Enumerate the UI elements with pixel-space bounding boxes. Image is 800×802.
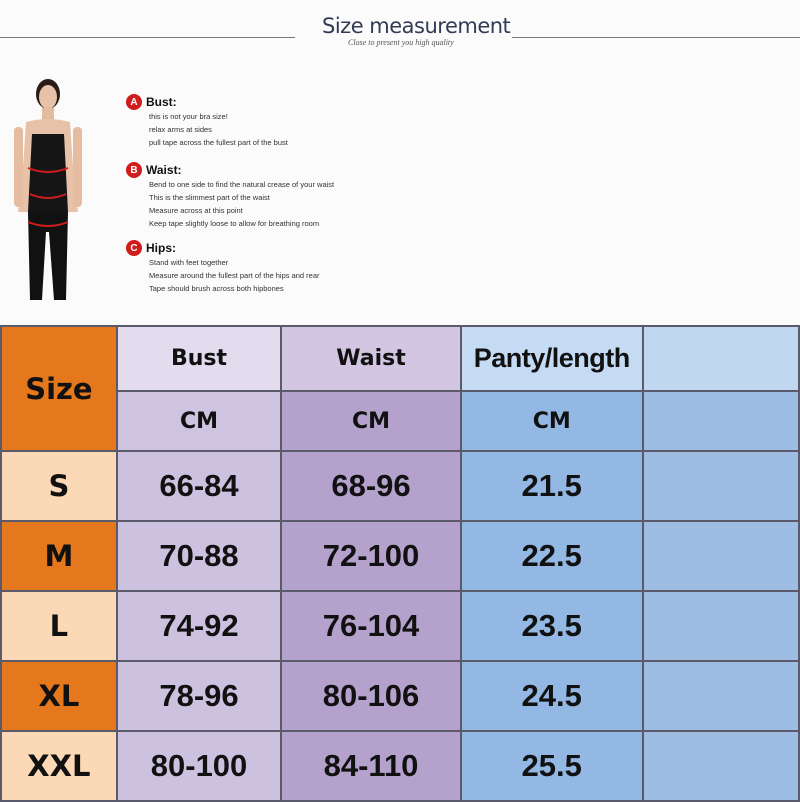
guide-line: This is the slimmest part of the waist [149, 193, 270, 202]
guide-line: Tape should brush across both hipbones [149, 284, 284, 293]
guide-line: Measure around the fullest part of the h… [149, 271, 320, 280]
guide-line: Bend to one side to find the natural cre… [149, 180, 335, 189]
cell-length: 21.5 [459, 450, 644, 522]
table-row: S 66-84 68-96 21.5 [0, 450, 800, 522]
unit-bust: CM [115, 390, 283, 452]
guide-line: Keep tape slightly loose to allow for br… [149, 219, 320, 228]
cell-waist: 80-106 [280, 660, 462, 732]
table-row: L 74-92 76-104 23.5 [0, 590, 800, 662]
divider [512, 37, 800, 38]
guide-title: Hips: [146, 241, 176, 255]
cell-size: S [0, 450, 118, 522]
guide-line: Stand with feet together [149, 258, 229, 267]
empty-cell [641, 660, 800, 732]
table-row: XXL 80-100 84-110 25.5 [0, 730, 800, 802]
cell-bust: 80-100 [115, 730, 283, 802]
guide-waist: B Waist: Bend to one side to find the nat… [126, 162, 334, 230]
cell-bust: 66-84 [115, 450, 283, 522]
guide-hips: C Hips: Stand with feet together Measure … [126, 240, 320, 295]
header-size: Size [0, 325, 118, 452]
cell-length: 22.5 [459, 520, 644, 592]
cell-bust: 74-92 [115, 590, 283, 662]
cell-waist: 84-110 [280, 730, 462, 802]
cell-size: XL [0, 660, 118, 732]
table-row: M 70-88 72-100 22.5 [0, 520, 800, 592]
guide-title: Waist: [146, 163, 182, 177]
empty-cell [641, 520, 800, 592]
cell-waist: 68-96 [280, 450, 462, 522]
badge-c: C [126, 240, 142, 256]
page-title: Size measurement [322, 14, 511, 38]
guide-line: this is not your bra size! [149, 112, 228, 121]
empty-cell [641, 450, 800, 522]
header-waist: Waist [280, 325, 462, 392]
cell-size: XXL [0, 730, 118, 802]
cell-size: M [0, 520, 118, 592]
unit-waist: CM [280, 390, 462, 452]
unit-length: CM [459, 390, 644, 452]
divider [0, 37, 295, 38]
empty-cell [641, 730, 800, 802]
measurement-guide: Size measurement Close to present you hi… [0, 0, 800, 325]
guide-line: Measure across at this point [149, 206, 243, 215]
page-subtitle: Close to present you high quality [348, 38, 454, 47]
cell-length: 25.5 [459, 730, 644, 802]
table-row: XL 78-96 80-106 24.5 [0, 660, 800, 732]
guide-title: Bust: [146, 95, 177, 109]
cell-waist: 72-100 [280, 520, 462, 592]
guide-bust: A Bust: this is not your bra size! relax … [126, 94, 288, 149]
model-figure-image [14, 79, 82, 300]
cell-length: 24.5 [459, 660, 644, 732]
badge-b: B [126, 162, 142, 178]
cell-bust: 78-96 [115, 660, 283, 732]
cell-length: 23.5 [459, 590, 644, 662]
guide-line: pull tape across the fullest part of the… [149, 138, 288, 147]
header-empty [641, 325, 800, 392]
header-bust: Bust [115, 325, 283, 392]
empty-cell [641, 390, 800, 452]
empty-cell [641, 590, 800, 662]
badge-a: A [126, 94, 142, 110]
cell-size: L [0, 590, 118, 662]
cell-waist: 76-104 [280, 590, 462, 662]
guide-line: relax arms at sides [149, 125, 212, 134]
header-length: Panty/length [459, 325, 644, 392]
cell-bust: 70-88 [115, 520, 283, 592]
